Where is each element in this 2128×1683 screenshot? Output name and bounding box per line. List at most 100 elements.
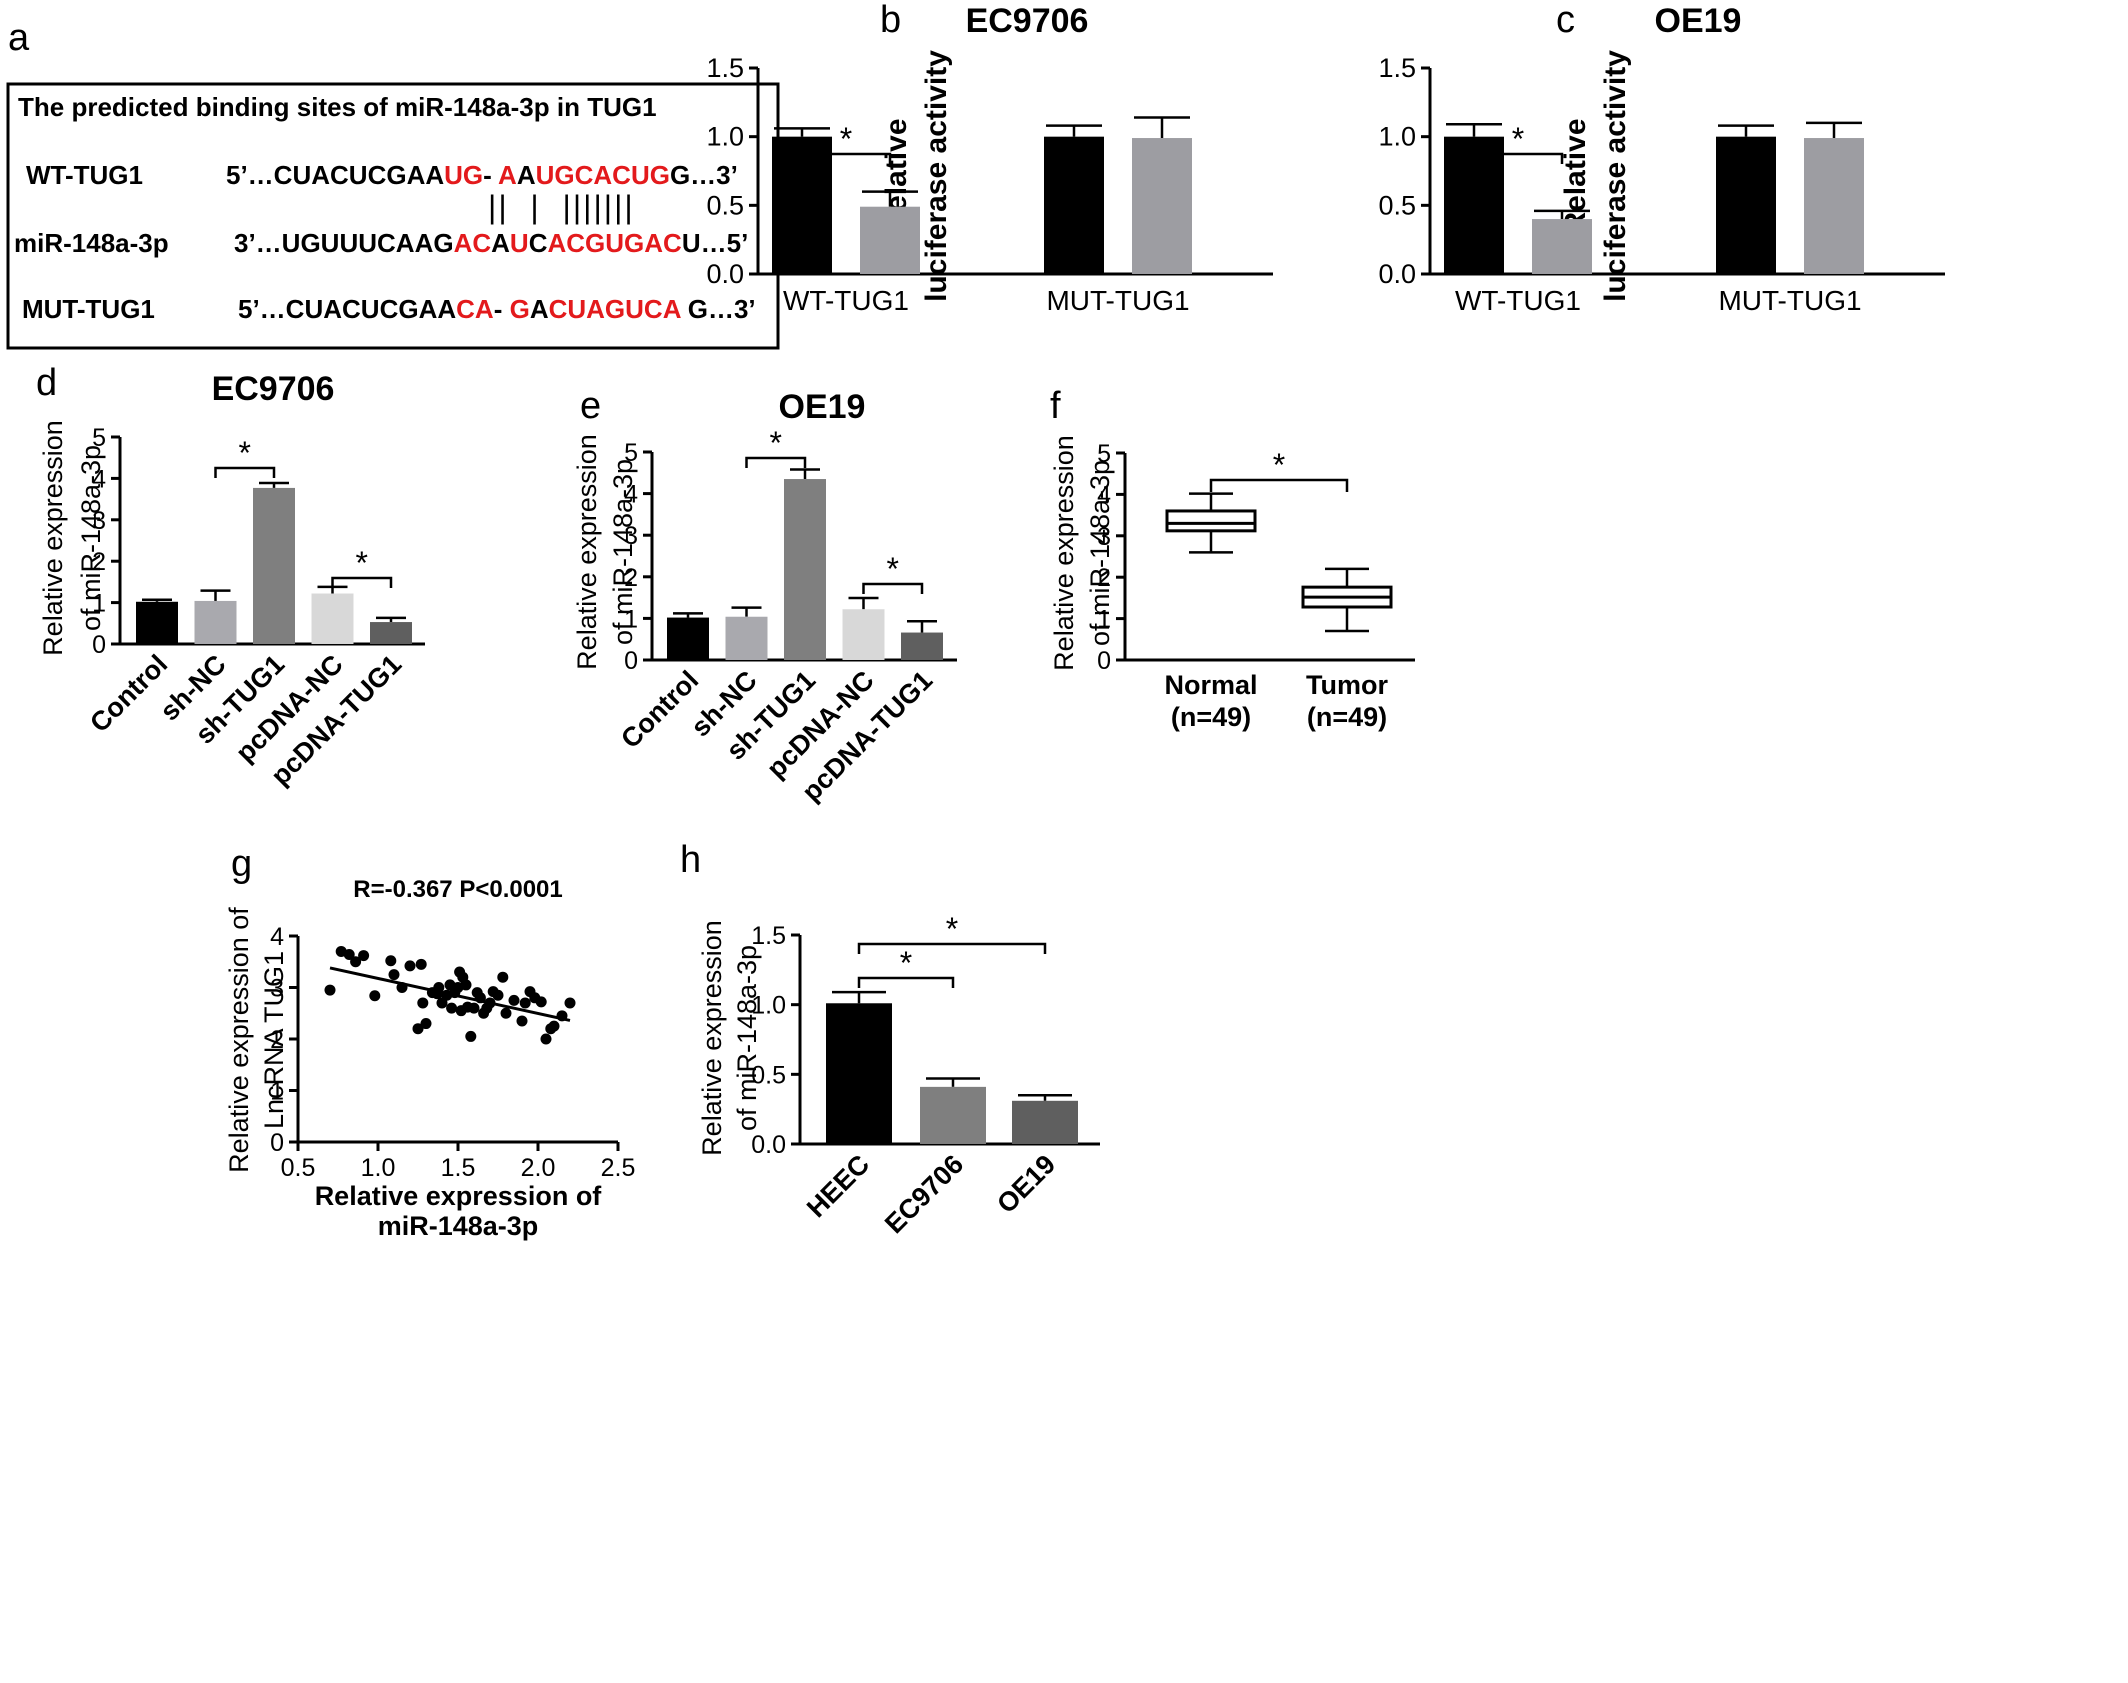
scatter-point	[417, 997, 429, 1009]
x-tick-label-g: 2.0	[521, 1154, 556, 1182]
y-tick-label-b: 1.5	[706, 53, 744, 83]
x-axis-label-g: Relative expression of	[315, 1181, 603, 1211]
y-tick-label-f: 4	[1097, 481, 1111, 509]
seq-seg: A	[491, 228, 510, 258]
seq-seg: 5’…CUACUCGAA	[226, 160, 444, 190]
seq-seg: ACGUGAC	[547, 228, 682, 258]
scatter-point	[404, 960, 416, 972]
significance-bracket-f	[1209, 478, 1349, 492]
bar-e-pcDNA-TUG1	[901, 632, 943, 660]
significance-bracket-e	[745, 456, 807, 468]
scatter-point	[433, 982, 445, 993]
significance-star-d: *	[239, 435, 251, 471]
y-tick-label-g: 3	[270, 975, 284, 1003]
y-tick-label-d: 1	[92, 590, 106, 618]
y-tick-label-g: 0	[270, 1129, 284, 1157]
x-axis-label-g: miR-148a-3p	[378, 1211, 539, 1241]
y-tick-label-e: 5	[624, 439, 638, 467]
pairing-marks: || | |||||||	[488, 189, 635, 225]
y-axis-label-c: luciferase activity	[1599, 50, 1632, 302]
scatter-point	[385, 955, 397, 967]
y-tick-label-c: 1.5	[1378, 53, 1416, 83]
seq-seg: -	[483, 160, 498, 190]
panel-letter-c: c	[1556, 0, 1575, 41]
seq-seg: AC	[454, 228, 492, 258]
scatter-point	[388, 969, 400, 981]
scatter-point	[350, 956, 362, 968]
seq-seg: UGCACUG	[536, 160, 670, 190]
scatter-point	[540, 1033, 552, 1045]
y-tick-label-d: 5	[92, 424, 106, 452]
seq-seg: A	[498, 160, 517, 190]
seq-seg: CA	[456, 294, 494, 324]
bar-b-MUT-TUG1	[1132, 138, 1192, 274]
x-category-label-b: MUT-TUG1	[1046, 285, 1189, 316]
scatter-point	[548, 1020, 560, 1032]
x-tick-label-g: 1.5	[441, 1154, 476, 1182]
y-axis-label-e: of miR-148a-3p	[608, 459, 638, 645]
y-tick-label-d: 2	[92, 548, 106, 576]
significance-star-c: *	[1512, 121, 1524, 157]
significance-bracket-d	[331, 576, 393, 588]
scatter-point	[343, 949, 355, 961]
seq-seg: A	[517, 160, 536, 190]
chart-title-e: OE19	[779, 388, 866, 426]
y-tick-label-h: 1.0	[751, 992, 786, 1020]
significance-star-e: *	[887, 551, 899, 587]
chart-title-c: OE19	[1655, 2, 1742, 40]
y-axis-label-g: LncRNA TUG1	[259, 951, 289, 1129]
x-category-label-b: WT-TUG1	[783, 285, 909, 316]
significance-bracket-e	[862, 582, 924, 594]
x-category-sublabel-f: (n=49)	[1307, 702, 1387, 732]
scatter-point	[516, 1015, 528, 1027]
x-tick-label-g: 1.0	[361, 1154, 396, 1182]
seq-seg: G…3’	[670, 160, 738, 190]
panel-letter-h: h	[680, 839, 701, 881]
scatter-point	[519, 997, 531, 1009]
seq-seg: -	[494, 294, 510, 324]
y-tick-label-d: 4	[92, 465, 106, 493]
x-category-label-h: OE19	[991, 1149, 1061, 1219]
scatter-point	[484, 997, 496, 1009]
seq-seg: 5’…CUACUCGAA	[238, 294, 456, 324]
scatter-point	[535, 996, 547, 1008]
chart-title-b: EC9706	[966, 2, 1089, 40]
significance-bracket-h	[857, 976, 955, 988]
panel-letter-d: d	[36, 362, 57, 404]
bar-d-pcDNA-TUG1	[370, 622, 412, 644]
y-tick-label-e: 0	[624, 647, 638, 675]
x-category-label-h: HEEC	[801, 1149, 875, 1223]
bar-c-MUT-TUG1	[1804, 138, 1864, 274]
y-tick-label-e: 4	[624, 481, 638, 509]
bar-c-WT-TUG1	[1532, 219, 1592, 274]
seq-mir: 3’…UGUUUCAAGACAUCACGUGACU…5’	[234, 228, 748, 258]
bar-d-pcDNA-NC	[311, 593, 354, 644]
scatter-point	[412, 1023, 424, 1035]
y-tick-label-h: 0.0	[751, 1131, 786, 1159]
y-tick-label-b: 0.5	[706, 190, 744, 220]
seq-seg: A	[530, 294, 549, 324]
panel-letter-e: e	[580, 385, 601, 427]
sequence-box-title: The predicted binding sites of miR-148a-…	[18, 92, 657, 122]
seq-seg: 3’…UGUUUCAAG	[234, 228, 454, 258]
y-tick-label-f: 0	[1097, 647, 1111, 675]
panel-letter-g: g	[231, 843, 252, 885]
box-Normal	[1165, 509, 1257, 533]
scatter-point	[420, 1018, 432, 1030]
scatter-point	[324, 984, 336, 996]
y-axis-label-e: Relative expression	[572, 434, 602, 670]
seq-seg: CUAGUCA	[549, 294, 682, 324]
significance-bracket-h	[857, 942, 1047, 954]
scatter-point	[508, 994, 520, 1006]
y-tick-label-h: 0.5	[751, 1061, 786, 1089]
x-category-label-c: MUT-TUG1	[1718, 285, 1861, 316]
bar-e-sh-TUG1	[784, 479, 826, 660]
scatter-point	[497, 971, 509, 983]
y-tick-label-c: 1.0	[1378, 122, 1416, 152]
y-tick-label-c: 0.5	[1378, 190, 1416, 220]
y-axis-label-d: Relative expression	[38, 420, 68, 656]
significance-star-h: *	[946, 911, 958, 947]
y-tick-label-g: 1	[270, 1078, 284, 1106]
bar-h-EC9706	[920, 1086, 986, 1144]
